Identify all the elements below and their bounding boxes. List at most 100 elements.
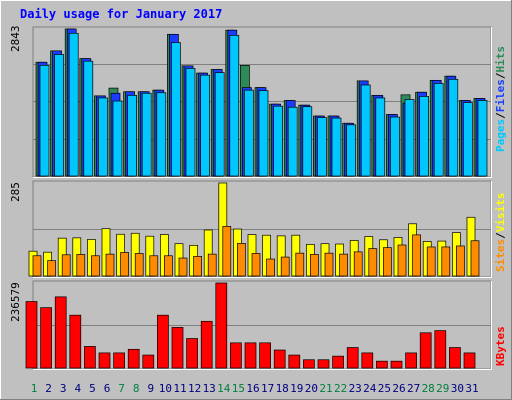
day-label-17: 17 [261, 382, 274, 395]
kbytes-bar-day-27 [405, 352, 417, 369]
kbytes-bar-day-22 [332, 355, 344, 369]
day-label-7: 7 [118, 382, 125, 395]
x-axis-day-labels: 1 2 3 4 5 6 7 8 9 10 11 12 13 14 15 16 17 18 19 20 21 22 23 24 2… [31, 382, 479, 395]
kbytes-bar-day-2 [40, 307, 52, 369]
legend-files: Files [494, 79, 507, 112]
kbytes-bar-day-14 [215, 282, 228, 369]
pages-bar-day-12 [200, 74, 210, 177]
kbytes-ymax-label: 236579 [9, 282, 22, 322]
day-label-9: 9 [147, 382, 154, 395]
pages-bar-day-6 [112, 100, 123, 177]
kbytes-bar-day-18 [273, 349, 286, 369]
day-label-23: 23 [349, 382, 362, 395]
kbytes-bar-day-13 [200, 320, 213, 369]
pages-bar-day-4 [83, 60, 94, 177]
pages-bar-day-19 [302, 106, 313, 177]
pages-bar-day-15 [244, 89, 254, 177]
day-label-18: 18 [276, 382, 289, 395]
bars-visits-panel [28, 182, 480, 277]
chart-title: Daily usage for January 2017 [20, 7, 222, 21]
sites-bar-day-2 [47, 260, 56, 277]
sites-bar-day-27 [412, 234, 421, 277]
sites-bar-day-11 [178, 257, 188, 277]
day-label-5: 5 [89, 382, 96, 395]
day-label-31: 31 [465, 382, 478, 395]
day-label-14: 14 [217, 382, 231, 395]
sites-bar-day-3 [61, 254, 71, 277]
pages-bar-day-25 [390, 116, 400, 177]
sites-bar-day-6 [105, 253, 115, 277]
kbytes-bar-day-9 [142, 354, 155, 369]
kbytes-bar-day-20 [303, 359, 315, 369]
sites-bar-day-8 [134, 253, 144, 277]
kbytes-bar-day-30 [449, 347, 461, 369]
pages-bar-day-3 [68, 32, 79, 177]
legend-hits-panel: Pages/Files/Hits [494, 46, 507, 152]
legend-pages: Pages [494, 119, 507, 152]
pages-bar-day-21 [331, 117, 342, 177]
bars-kbytes-panel [25, 282, 476, 369]
kbytes-bar-day-5 [84, 346, 96, 369]
sites-bar-day-28 [426, 246, 436, 277]
day-label-2: 2 [45, 382, 52, 395]
legend-kbytes: KBytes [494, 326, 507, 366]
day-label-25: 25 [378, 382, 391, 395]
pages-bar-day-18 [287, 106, 298, 177]
pages-bar-day-20 [317, 117, 327, 177]
kbytes-bar-day-11 [171, 327, 184, 369]
legend-hits: Hits [494, 46, 507, 73]
pages-bar-day-2 [54, 54, 64, 177]
day-label-6: 6 [104, 382, 111, 395]
pages-bar-day-23 [360, 84, 371, 177]
day-label-19: 19 [290, 382, 303, 395]
kbytes-bar-day-8 [127, 348, 140, 369]
kbytes-bar-day-3 [54, 296, 67, 369]
day-label-8: 8 [133, 382, 140, 395]
pages-bar-day-29 [448, 78, 459, 177]
day-label-20: 20 [305, 382, 318, 395]
kbytes-bar-day-12 [186, 338, 198, 369]
day-label-21: 21 [319, 382, 332, 395]
kbytes-bar-day-7 [113, 352, 125, 369]
sites-bar-day-5 [91, 255, 100, 277]
pages-bar-day-31 [477, 100, 488, 177]
kbytes-bar-day-15 [230, 342, 242, 369]
kbytes-bar-day-6 [98, 352, 111, 369]
day-label-4: 4 [74, 382, 81, 395]
sites-bar-day-20 [310, 254, 319, 277]
sites-bar-day-18 [280, 256, 290, 277]
day-label-30: 30 [451, 382, 464, 395]
day-label-3: 3 [60, 382, 67, 395]
kbytes-bar-day-4 [69, 314, 82, 369]
pages-bar-day-11 [185, 68, 196, 177]
sites-bar-day-15 [237, 243, 246, 277]
day-label-24: 24 [363, 382, 377, 395]
legend-visits: Visits [494, 193, 507, 233]
legend-sites: Sites [494, 239, 507, 272]
hits-ymax-label: 2843 [9, 26, 22, 53]
pages-bar-day-22 [346, 124, 356, 177]
pages-bar-day-1 [39, 64, 50, 177]
sites-bar-day-23 [353, 251, 363, 277]
sites-bar-day-30 [456, 245, 465, 277]
sites-bar-day-22 [339, 253, 348, 277]
pages-bar-day-8 [141, 92, 152, 177]
pages-bar-day-16 [258, 90, 269, 177]
pages-bar-day-7 [127, 94, 137, 177]
sites-bar-day-7 [120, 252, 129, 277]
pages-bar-day-9 [156, 92, 167, 177]
kbytes-bar-day-19 [288, 354, 301, 369]
kbytes-bar-day-17 [259, 342, 271, 369]
kbytes-bar-day-21 [317, 359, 330, 369]
sites-bar-day-1 [32, 255, 42, 277]
day-label-22: 22 [334, 382, 347, 395]
pages-bar-day-14 [229, 35, 240, 177]
sites-bar-day-21 [324, 252, 334, 277]
day-label-29: 29 [436, 382, 449, 395]
sites-bar-day-24 [368, 248, 378, 277]
kbytes-bar-day-31 [463, 352, 476, 369]
day-label-27: 27 [407, 382, 420, 395]
pages-bar-day-26 [404, 99, 415, 177]
sites-bar-day-19 [295, 252, 305, 277]
